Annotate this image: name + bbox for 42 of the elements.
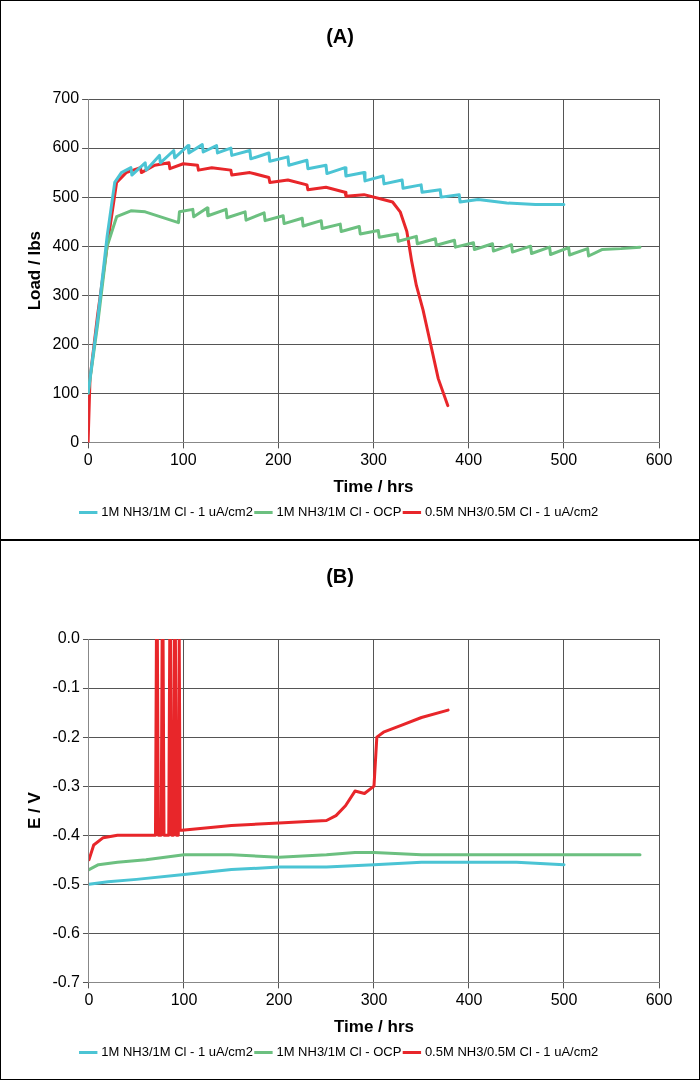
y-tick-label: 200 — [52, 334, 80, 352]
chart-title: (B) — [326, 564, 354, 587]
x-tick-label: 400 — [455, 991, 483, 1009]
y-axis-title: Load / lbs — [24, 231, 44, 311]
legend-label: 0.5M NH3/0.5M Cl - 1 uA/cm2 — [424, 504, 599, 520]
y-tick-label: 500 — [52, 187, 80, 205]
legend-label: 1M NH3/1M Cl - OCP — [276, 1044, 402, 1060]
x-tick-label: 600 — [645, 451, 673, 469]
legend-label: 1M NH3/1M Cl - 1 uA/cm2 — [101, 1044, 253, 1060]
y-tick-label: 0.0 — [57, 629, 81, 647]
x-axis-title: Time / hrs — [333, 477, 414, 497]
y-tick-label: 300 — [52, 285, 80, 303]
x-tick-label: 0 — [83, 451, 93, 469]
x-tick-label: 300 — [360, 451, 387, 469]
y-tick-label: -0.5 — [52, 874, 81, 892]
y-tick-label: -0.7 — [52, 972, 81, 990]
legend-label: 1M NH3/1M Cl - 1 uA/cm2 — [101, 504, 253, 520]
x-tick-label: 300 — [360, 991, 388, 1009]
y-tick-label: 400 — [52, 236, 80, 254]
x-tick-label: 600 — [645, 991, 673, 1009]
x-tick-label: 500 — [550, 451, 578, 469]
y-axis-title: E / V — [24, 791, 44, 830]
legend-label: 0.5M NH3/0.5M Cl - 1 uA/cm2 — [424, 1044, 599, 1060]
y-tick-label: -0.1 — [52, 678, 81, 696]
x-tick-label: 400 — [455, 451, 483, 469]
x-tick-label: 500 — [550, 991, 578, 1009]
x-tick-label: 200 — [265, 451, 292, 469]
y-tick-label: 700 — [52, 89, 80, 107]
y-tick-label: -0.3 — [52, 776, 81, 794]
y-tick-label: -0.2 — [52, 727, 81, 745]
y-tick-label: -0.6 — [52, 923, 81, 941]
chart-title: (A) — [326, 24, 354, 47]
x-tick-label: 100 — [170, 991, 198, 1009]
y-tick-label: -0.4 — [52, 825, 81, 843]
y-tick-label: 600 — [52, 138, 80, 156]
x-axis-title: Time / hrs — [333, 1017, 414, 1037]
x-tick-label: 0 — [84, 991, 94, 1009]
x-tick-label: 100 — [169, 451, 197, 469]
y-tick-label: 0 — [70, 432, 80, 450]
y-tick-label: 100 — [52, 383, 80, 401]
x-tick-label: 200 — [265, 991, 293, 1009]
legend-label: 1M NH3/1M Cl - OCP — [276, 504, 402, 520]
